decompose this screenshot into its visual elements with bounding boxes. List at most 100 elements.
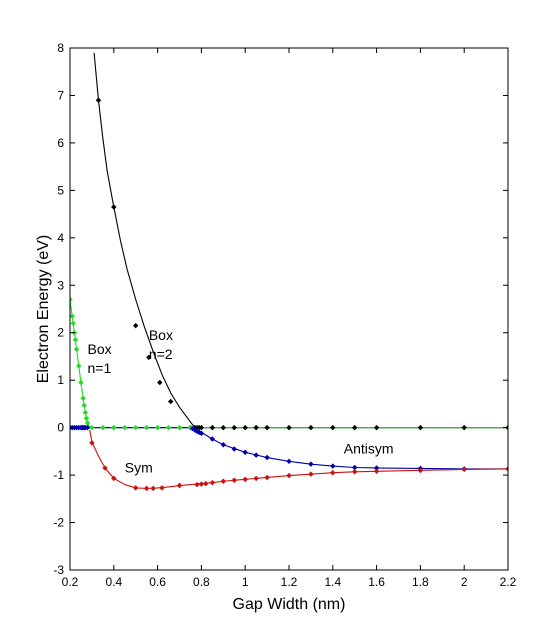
series-point-0 (461, 424, 467, 431)
x-tick-label: 1.6 (368, 575, 385, 589)
series-point-0 (95, 97, 102, 103)
series-point-3 (176, 482, 183, 489)
annotation-label: Box (149, 327, 173, 343)
series-point-1 (83, 415, 90, 421)
series-point-3 (102, 465, 108, 471)
series-point-3 (286, 472, 292, 479)
series-point-0 (417, 424, 424, 431)
x-tick-label: 1.8 (412, 575, 429, 589)
series-point-0 (111, 204, 117, 210)
series-point-1 (165, 424, 172, 431)
series-point-1 (76, 363, 82, 369)
series-point-3 (417, 467, 424, 474)
series-layer (70, 52, 508, 492)
series-point-3 (264, 474, 270, 481)
series-point-0 (231, 424, 237, 431)
series-point-3 (111, 475, 117, 482)
y-tick-label: 0 (57, 421, 64, 435)
annotation-label: n=1 (88, 360, 112, 376)
x-tick-label: 0.8 (193, 575, 210, 589)
series-point-1 (111, 424, 117, 431)
series-point-3 (231, 477, 237, 484)
series-point-0 (242, 424, 248, 431)
series-point-3 (132, 485, 139, 491)
series-point-0 (373, 424, 380, 431)
x-tick-label: 2 (461, 575, 468, 589)
series-point-3 (505, 466, 508, 472)
y-tick-label: 4 (57, 231, 64, 245)
y-tick-label: 6 (57, 136, 64, 150)
series-point-3 (209, 479, 216, 486)
series-point-2 (220, 441, 227, 448)
series-point-1 (72, 337, 79, 343)
series-point-2 (242, 449, 248, 456)
series-point-1 (82, 409, 89, 416)
series-point-3 (220, 478, 227, 484)
x-tick-label: 0.2 (62, 575, 79, 589)
x-axis-label: Gap Width (nm) (233, 596, 346, 613)
series-point-2 (253, 452, 259, 458)
series-point-1 (100, 424, 106, 431)
series-point-0 (220, 424, 227, 431)
series-point-0 (209, 424, 216, 431)
series-point-0 (264, 424, 270, 431)
x-tick-label: 1 (242, 575, 249, 589)
series-point-2 (286, 458, 292, 465)
annotations-layer: Box n=1 Box n=2 Antisym Sym (88, 327, 394, 476)
series-point-2 (264, 454, 270, 461)
series-point-0 (168, 398, 174, 405)
series-group (70, 52, 508, 492)
series-point-3 (150, 485, 156, 492)
series-point-3 (89, 440, 95, 446)
series-point-1 (122, 424, 128, 431)
series-point-1 (73, 346, 80, 353)
y-axis-label: Electron Energy (eV) (35, 235, 52, 384)
y-tick-label: 7 (57, 88, 64, 102)
series-point-0 (198, 424, 205, 431)
series-point-3 (194, 481, 200, 488)
x-tick-label: 1.4 (324, 575, 341, 589)
series-point-0 (253, 424, 259, 431)
y-tick-label: 8 (57, 41, 64, 55)
series-point-3 (373, 468, 380, 475)
y-tick-label: 3 (57, 278, 64, 292)
series-point-1 (70, 296, 73, 303)
series-point-3 (461, 466, 467, 473)
y-tick-label: 2 (57, 326, 64, 340)
series-point-3 (242, 476, 248, 483)
series-point-1 (78, 379, 84, 386)
series-point-2 (84, 424, 91, 431)
x-tick-label: 0.6 (149, 575, 166, 589)
series-point-3 (351, 469, 358, 475)
series-point-1 (70, 320, 77, 326)
series-point-1 (89, 424, 95, 431)
series-point-2 (308, 461, 314, 467)
x-tick-label: 0.4 (105, 575, 122, 589)
annotation-label: Box (88, 341, 112, 357)
series-point-2 (209, 436, 216, 442)
series-point-1 (154, 424, 161, 431)
y-tick-label: -1 (53, 468, 64, 482)
series-point-3 (159, 485, 165, 491)
annotation-label: n=2 (149, 346, 173, 362)
y-tick-label: 1 (57, 373, 64, 387)
series-point-3 (253, 475, 259, 482)
series-line-0 (93, 52, 508, 429)
y-tick-label: -3 (53, 563, 64, 577)
annotation-label: Sym (125, 460, 153, 476)
annotation-label: Antisym (344, 441, 394, 457)
series-point-3 (143, 485, 150, 492)
series-point-3 (308, 471, 314, 477)
y-tick-label: 5 (57, 183, 64, 197)
series-point-1 (70, 313, 75, 319)
x-tick-label: 2.2 (500, 575, 517, 589)
series-point-1 (81, 402, 87, 409)
series-point-0 (330, 424, 336, 431)
series-point-3 (203, 480, 209, 487)
series-point-0 (308, 424, 314, 431)
plot-area-background (70, 48, 508, 570)
ticks-layer: 0.2 0.4 0.6 0.8 1 1.2 1.4 1.6 1.8 2 2.2 -3 -2 -1 0 1 2 3 4… (53, 41, 516, 589)
series-point-0 (146, 354, 152, 361)
series-point-0 (286, 424, 292, 431)
